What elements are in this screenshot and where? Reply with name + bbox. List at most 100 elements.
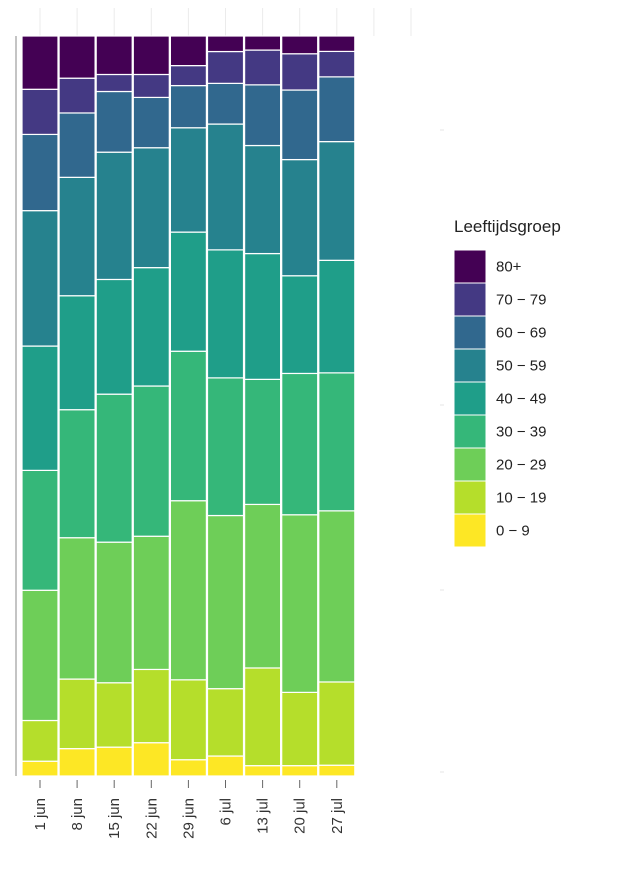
- bar-segment: [244, 84, 282, 147]
- bar-segment: [281, 691, 319, 767]
- bar-segment: [132, 267, 170, 387]
- bar-segment: [169, 84, 207, 129]
- legend-label: 20 − 29: [496, 457, 546, 474]
- bar-segment: [58, 409, 96, 539]
- legend-key: [453, 381, 487, 416]
- bar-segment: [21, 35, 59, 90]
- bar-segment: [206, 50, 245, 84]
- bar-segment: [281, 35, 319, 55]
- bar-segment: [132, 385, 170, 537]
- bar-segment: [132, 73, 170, 99]
- bar-segment: [58, 678, 96, 750]
- bar-segment: [58, 112, 96, 178]
- bar-segment: [21, 133, 59, 212]
- bar-segment: [281, 89, 319, 161]
- legend-label: 0 − 9: [496, 523, 530, 540]
- legend-key: [453, 480, 487, 515]
- bars: [15, 35, 356, 777]
- bar-segment: [95, 541, 133, 684]
- bar-segment: [169, 679, 207, 761]
- x-tick-label: 13 jul: [255, 798, 272, 834]
- bar-segment: [206, 123, 245, 251]
- bar-segment: [132, 35, 170, 76]
- bar-segment: [95, 278, 133, 395]
- bar-segment: [58, 35, 96, 79]
- bar-segment: [169, 500, 207, 681]
- bar-segment: [244, 49, 282, 86]
- x-tick-label: 15 jun: [106, 798, 123, 839]
- legend: Leeftijdsgroep 80+ 70 − 79 60 − 69 50 − 59 4…: [453, 217, 561, 548]
- bar-segment: [318, 259, 356, 374]
- bar-segment: [281, 514, 319, 693]
- bar-segment: [132, 535, 170, 671]
- x-tick-label: 1 jun: [32, 798, 49, 831]
- legend-key: [453, 282, 487, 317]
- legend-key: [453, 414, 487, 449]
- bar-segment: [206, 514, 245, 690]
- x-tick-label: 20 jul: [292, 798, 309, 834]
- bar-segment: [95, 73, 133, 93]
- bar-segment: [244, 35, 282, 51]
- bar-segment: [95, 682, 133, 748]
- bar-segment: [206, 82, 245, 125]
- bar-segment: [318, 510, 356, 683]
- bar-segment: [21, 469, 59, 591]
- bar-segment: [21, 210, 59, 347]
- bar-segment: [58, 77, 96, 114]
- bar-segment: [169, 127, 207, 233]
- bar-segment: [169, 64, 207, 87]
- legend-key: [453, 315, 487, 350]
- x-tick-label: 27 jul: [329, 798, 346, 834]
- bar-segment: [21, 760, 59, 777]
- legend-label: 50 − 59: [496, 358, 546, 375]
- x-axis-ticks: 1 jun 8 jun 15 jun 22 jun 29 jun 6 jul 13 jul 2…: [32, 780, 346, 839]
- bar-segment: [244, 503, 282, 669]
- bar-segment: [318, 372, 356, 512]
- bar-segment: [244, 378, 282, 506]
- bar-segment: [95, 90, 133, 153]
- legend-key: [453, 447, 487, 482]
- bar-segment: [58, 295, 96, 411]
- bar-segment: [244, 144, 282, 255]
- bar-segment: [132, 147, 170, 269]
- bar-segment: [206, 755, 245, 777]
- legend-label: 70 − 79: [496, 292, 546, 309]
- x-tick-label: 8 jun: [69, 798, 86, 831]
- bar-segment: [318, 35, 356, 53]
- bar-segment: [169, 35, 207, 67]
- legend-title: Leeftijdsgroep: [454, 217, 561, 236]
- bar-segment: [281, 53, 319, 91]
- bar-segment: [21, 589, 59, 722]
- bar-segment: [318, 764, 356, 777]
- bar-segment: [95, 151, 133, 281]
- bar-segment: [132, 96, 170, 149]
- legend-label: 80+: [496, 259, 522, 276]
- bar-segment: [206, 35, 245, 53]
- bar-segment: [206, 377, 245, 517]
- bar-segment: [132, 668, 170, 744]
- bar-segment: [244, 765, 282, 777]
- bar-segment: [244, 667, 282, 767]
- legend-label: 40 − 49: [496, 391, 546, 408]
- x-tick-label: 6 jul: [218, 798, 235, 826]
- legend-key: [453, 513, 487, 548]
- bar-segment: [318, 76, 356, 143]
- bar-segment: [169, 759, 207, 777]
- bar-segment: [95, 393, 133, 543]
- bar-segment: [21, 345, 59, 471]
- bar-segment: [95, 746, 133, 777]
- x-tick-label: 22 jun: [143, 798, 160, 839]
- bar-segment: [206, 688, 245, 757]
- bar-segment: [244, 252, 282, 380]
- grid-lines: [39, 8, 444, 773]
- bar-segment: [21, 719, 59, 762]
- bar-segment: [206, 249, 245, 379]
- legend-label: 60 − 69: [496, 325, 546, 342]
- bar-segment: [58, 537, 96, 680]
- bar-segment: [58, 748, 96, 777]
- bar-segment: [318, 681, 356, 766]
- bar-segment: [132, 742, 170, 777]
- legend-label: 30 − 39: [496, 424, 546, 441]
- bar-segment: [169, 350, 207, 502]
